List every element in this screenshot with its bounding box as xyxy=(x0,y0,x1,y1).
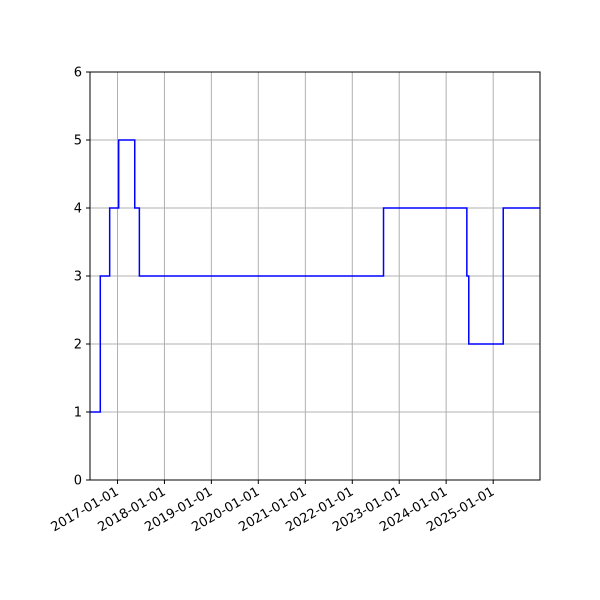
y-tick-label: 2 xyxy=(74,338,82,353)
y-tick-label: 0 xyxy=(74,474,82,489)
y-tick-label: 3 xyxy=(74,270,82,285)
y-tick-label: 6 xyxy=(74,66,82,81)
y-tick-label: 5 xyxy=(74,134,82,149)
y-tick-label: 1 xyxy=(74,406,82,421)
y-axis: 0 1 2 3 4 5 6 xyxy=(74,66,90,489)
y-tick-label: 4 xyxy=(74,202,82,217)
series-line xyxy=(90,139,540,413)
plot-area xyxy=(90,139,540,413)
